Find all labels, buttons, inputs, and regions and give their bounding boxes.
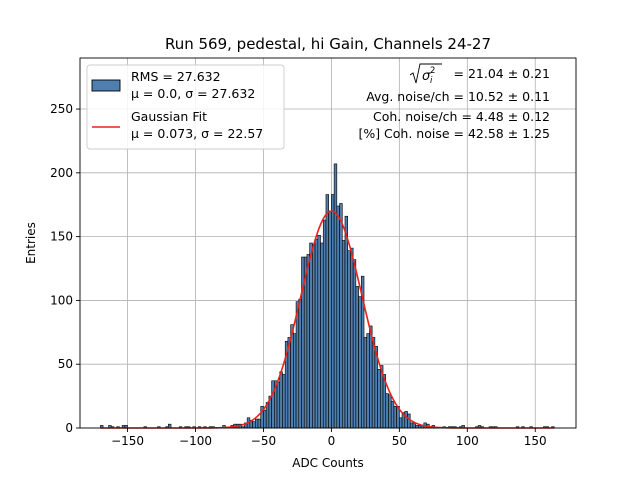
y-tick-label: 250 <box>50 102 73 116</box>
histogram-bar <box>309 242 313 429</box>
histogram-bar <box>369 325 373 429</box>
sigma-symbol: σ 2 i <box>409 63 442 86</box>
x-tick-label: 50 <box>392 434 407 448</box>
sigma-value: = 21.04 ± 0.21 <box>454 66 550 81</box>
legend-frame <box>86 64 285 150</box>
histogram-bar <box>412 422 416 429</box>
x-tick-label: 150 <box>524 434 547 448</box>
histogram-bar <box>339 203 343 429</box>
histogram-bar <box>282 374 286 429</box>
x-axis-label: ADC Counts <box>292 456 364 470</box>
svg-text:i: i <box>430 76 433 86</box>
histogram-bar <box>404 411 408 429</box>
y-axis-label: Entries <box>24 222 38 264</box>
histogram-bar <box>322 219 327 429</box>
histogram-bar <box>363 337 368 429</box>
histogram-bar <box>350 247 354 429</box>
coh-noise-annotation: Coh. noise/ch = 4.48 ± 0.12 <box>373 109 550 124</box>
histogram-bar <box>409 422 414 429</box>
histogram-bar <box>263 409 267 429</box>
histogram-bar <box>325 194 329 429</box>
legend: RMS = 27.632 μ = 0.0, σ = 27.632 Gaussia… <box>86 64 285 150</box>
svg-text:σ: σ <box>422 69 431 84</box>
histogram-bar <box>257 418 262 429</box>
x-axis-ticks: −150 −100 −50 0 50 100 150 <box>111 428 547 448</box>
histogram-bar <box>393 406 397 429</box>
y-tick-label: 100 <box>50 293 73 307</box>
legend-histogram-label: RMS = 27.632 <box>131 69 221 84</box>
histogram-bar <box>287 337 291 429</box>
histogram-bar <box>344 215 349 429</box>
histogram-bar <box>293 333 297 429</box>
legend-fit-label: Gaussian Fit <box>131 109 207 124</box>
histogram-bar <box>306 254 310 429</box>
histogram-bar <box>336 205 340 429</box>
histogram-bar <box>358 296 362 429</box>
histogram-bar <box>276 381 281 429</box>
y-tick-label: 150 <box>50 230 73 244</box>
y-axis-ticks: 0 50 100 150 200 250 <box>50 102 80 435</box>
histogram-bar <box>355 286 359 429</box>
histogram-bar <box>271 380 275 429</box>
svg-text:2: 2 <box>430 66 435 76</box>
histogram-bar <box>399 417 403 429</box>
histogram-bar <box>298 298 302 429</box>
histogram-bar <box>317 235 321 429</box>
noise-annotations: σ 2 i = 21.04 ± 0.21 Avg. noise/ch = 10.… <box>358 63 550 141</box>
histogram-bar <box>314 238 319 429</box>
y-tick-label: 200 <box>50 166 73 180</box>
histogram-bar <box>388 394 392 429</box>
histogram-bars <box>100 163 555 429</box>
y-tick-label: 50 <box>58 357 73 371</box>
x-tick-label: −100 <box>179 434 212 448</box>
histogram-bar <box>328 210 332 429</box>
histogram-bar <box>385 393 389 429</box>
histogram-bar <box>312 243 316 429</box>
x-tick-label: 0 <box>328 434 336 448</box>
histogram-bar <box>320 242 324 429</box>
histogram-bar <box>295 301 300 429</box>
x-tick-label: 100 <box>456 434 479 448</box>
avg-noise-annotation: Avg. noise/ch = 10.52 ± 0.11 <box>366 89 550 104</box>
histogram-bar <box>377 369 381 429</box>
histogram-bar <box>371 337 376 429</box>
histogram-bar <box>390 400 395 429</box>
chart-title: Run 569, pedestal, hi Gain, Channels 24-… <box>165 35 491 53</box>
x-tick-label: −50 <box>251 434 276 448</box>
legend-histogram-swatch <box>91 79 121 92</box>
histogram-bar <box>279 371 283 429</box>
plot-frame <box>79 57 577 429</box>
pct-coh-noise-annotation: [%] Coh. noise = 42.58 ± 1.25 <box>358 126 550 141</box>
histogram-bar <box>352 259 357 429</box>
histogram-bar <box>366 333 370 429</box>
histogram-bar <box>254 418 259 429</box>
legend-histogram-params: μ = 0.0, σ = 27.632 <box>131 86 255 101</box>
histogram-bar <box>347 250 351 429</box>
histogram-bar <box>252 421 256 429</box>
histogram-bar <box>341 240 346 429</box>
histogram-bar <box>331 194 335 429</box>
x-tick-label: −150 <box>111 434 144 448</box>
legend-fit-params: μ = 0.073, σ = 22.57 <box>131 126 263 141</box>
histogram-bar <box>407 413 411 429</box>
y-tick-label: 0 <box>65 421 73 435</box>
histogram-bar <box>333 163 338 429</box>
